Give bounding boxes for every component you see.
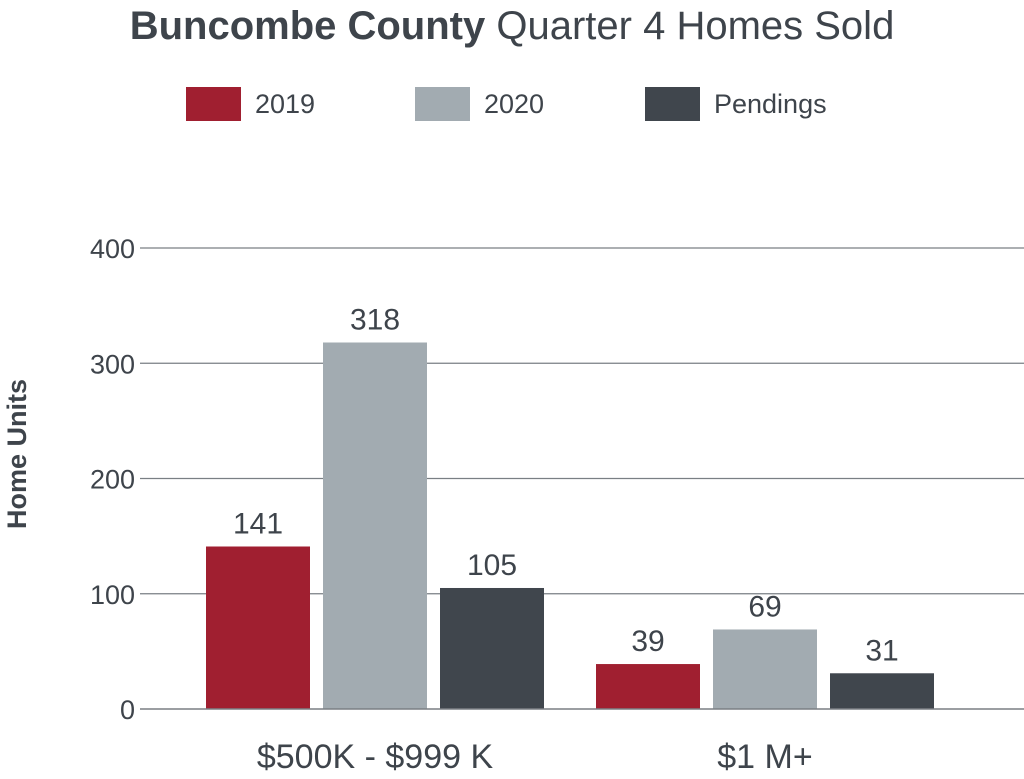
chart-title-regular: Quarter 4 Homes Sold [496,4,895,48]
axes: 0 100 200 300 400 $500K - $999 K $1 M+ [90,234,1024,776]
legend-item-2020: 2020 [415,82,544,126]
bars [206,342,934,709]
legend-label-2020: 2020 [484,88,545,119]
bar-2019-0 [206,546,310,709]
legend: 2019 2020 Pendings [0,82,1024,126]
y-tick-label-100: 100 [90,580,135,610]
bar-pendings-0 [440,587,544,709]
legend-swatch-2020 [415,87,470,121]
y-tick-label-200: 200 [90,465,135,495]
data-label-2019-0: 141 [233,507,283,540]
data-labels: 141 318 105 39 69 31 [233,304,899,668]
legend-swatch-2019 [186,87,241,121]
legend-swatch-pendings [645,87,700,121]
bar-2020-0 [323,342,427,709]
chart-title: Buncombe County Quarter 4 Homes Sold [0,0,1024,52]
legend-item-2019: 2019 [186,82,315,126]
bar-pendings-1 [830,673,934,709]
data-label-2020-0: 318 [350,304,400,337]
legend-label-2019: 2019 [255,88,316,119]
legend-item-pendings: Pendings [645,82,827,126]
data-label-2019-1: 39 [631,625,664,658]
bar-2019-1 [596,664,700,709]
gridlines [140,247,1024,595]
x-category-label-1: $1 M+ [717,738,812,776]
y-tick-label-300: 300 [90,349,135,379]
chart-title-bold: Buncombe County [129,4,486,48]
y-tick-label-400: 400 [90,234,135,264]
data-label-2020-1: 69 [748,590,781,623]
bar-2020-1 [713,629,817,709]
y-tick-label-0: 0 [120,695,135,725]
data-label-pendings-0: 105 [467,549,517,582]
legend-label-pendings: Pendings [714,88,827,119]
data-label-pendings-1: 31 [865,634,898,667]
x-category-label-0: $500K - $999 K [257,738,494,776]
